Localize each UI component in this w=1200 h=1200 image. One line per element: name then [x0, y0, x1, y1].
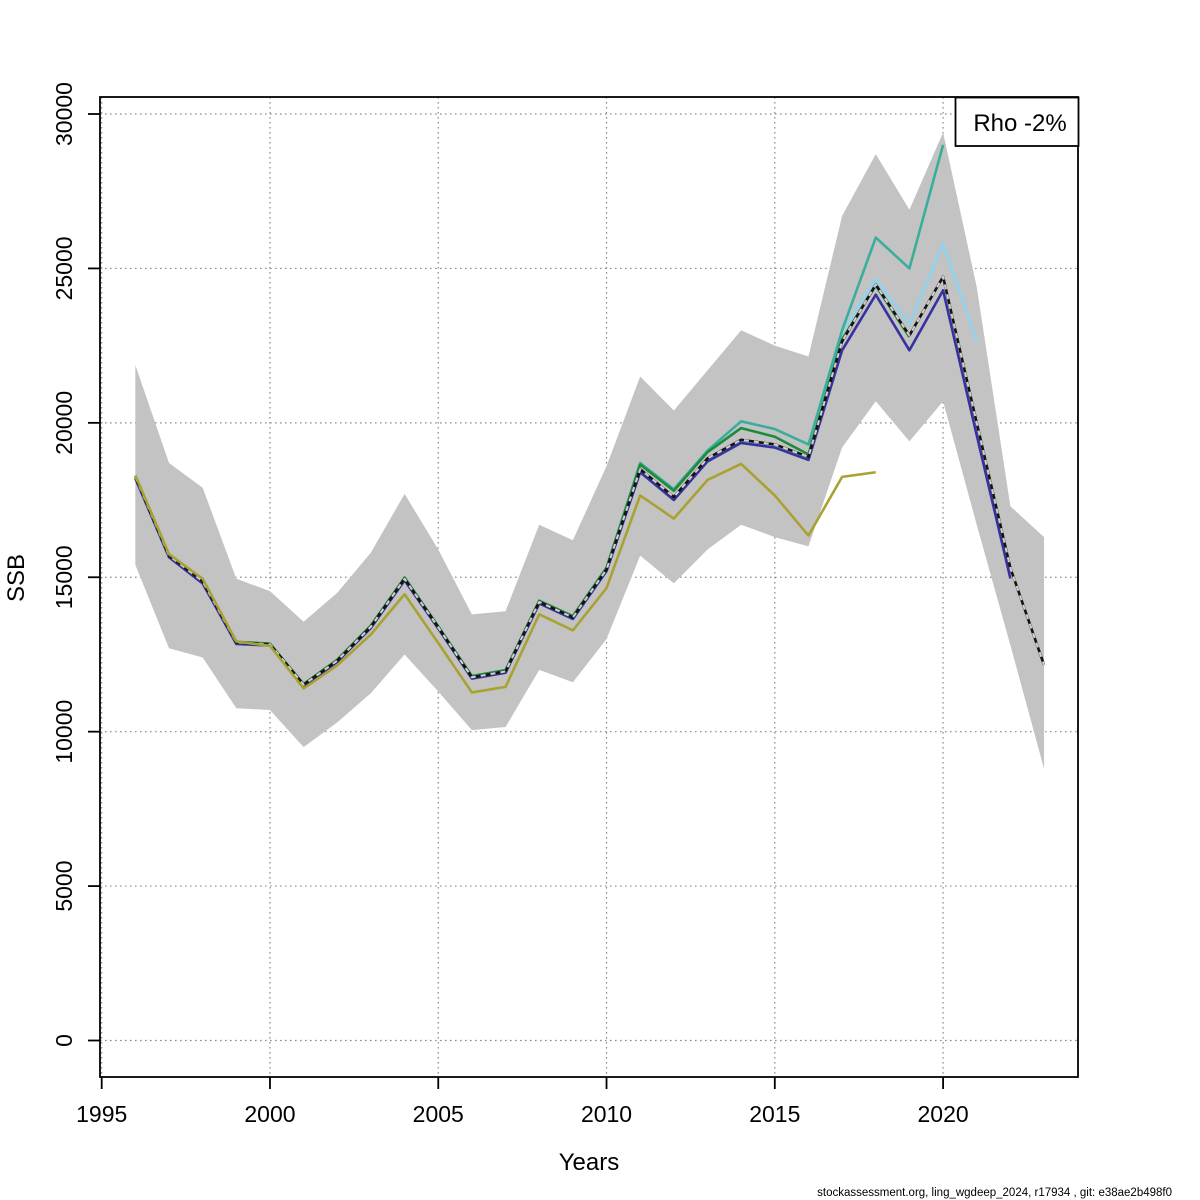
series-lines: [134, 144, 1046, 694]
x-tick-label: 1995: [76, 1101, 127, 1127]
axis-ticks: [88, 113, 944, 1089]
x-tick-label: 2015: [749, 1101, 800, 1127]
y-tick-label: 25000: [51, 236, 77, 300]
confidence-band-area: [135, 132, 1045, 769]
x-tick-label: 2000: [244, 1101, 295, 1127]
confidence-band: [135, 132, 1045, 769]
plot-frame: [99, 96, 1079, 1078]
y-tick-label: 10000: [51, 700, 77, 764]
y-tick-label: 15000: [51, 545, 77, 609]
y-tick-label: 5000: [51, 860, 77, 911]
y-axis-title: SSB: [3, 554, 30, 602]
legend-box: Rho -2%: [954, 96, 1080, 147]
x-tick-label: 2020: [917, 1101, 968, 1127]
y-tick-label: 20000: [51, 391, 77, 455]
axis-tick-labels: 1995 2000 2005 2010 2015 2020 0 5000 10000 15000 2…: [51, 82, 969, 1127]
footer-source-text: stockassessment.org, ling_wgdeep_2024, r…: [817, 1187, 1172, 1199]
x-tick-label: 2005: [413, 1101, 464, 1127]
series-base-run-dash-overlay: [134, 275, 1046, 686]
legend-rho-label: Rho -2%: [973, 110, 1066, 137]
y-tick-label: 0: [51, 1034, 77, 1047]
x-axis-title: Years: [559, 1149, 620, 1176]
series-retro-peel-2018: [134, 462, 876, 694]
legend-frame: [954, 96, 1080, 147]
x-tick-label: 2010: [581, 1101, 632, 1127]
y-tick-label: 30000: [51, 82, 77, 146]
